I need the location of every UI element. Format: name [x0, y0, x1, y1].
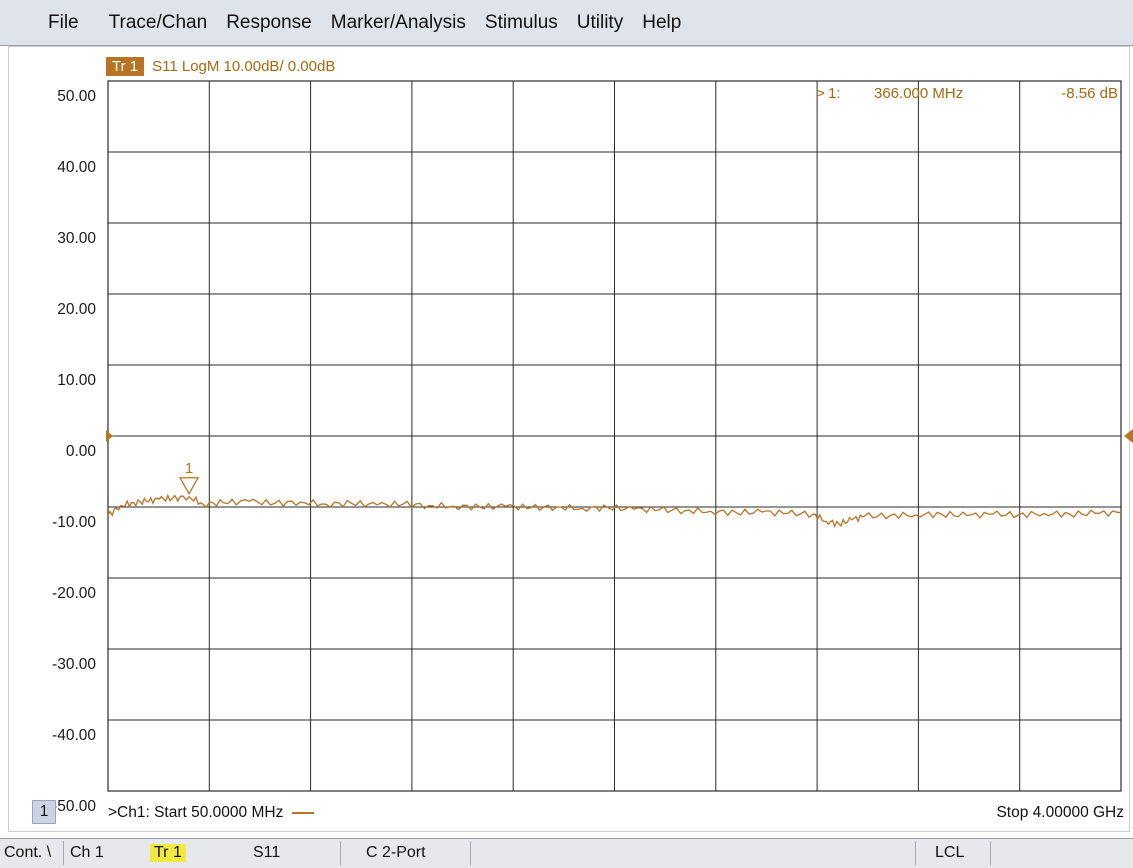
y-tick-label: -20.00	[52, 585, 96, 602]
reference-level-arrow-right	[1124, 429, 1133, 443]
y-tick-label: 10.00	[57, 372, 96, 389]
status-separator	[63, 841, 64, 865]
menu-utility[interactable]: Utility	[576, 11, 624, 33]
trace-s11-line	[107, 493, 1122, 529]
status-bar: Cont. \ Ch 1 Tr 1 S11 C 2-Port LCL	[0, 838, 1133, 868]
menu-help[interactable]: Help	[642, 11, 682, 33]
marker-readout-id: 1:	[828, 85, 841, 102]
y-tick-label: 40.00	[57, 159, 96, 176]
y-tick-label: -30.00	[52, 656, 96, 673]
marker-readout-arrow: >	[816, 85, 825, 102]
marker-1-label: 1	[185, 460, 193, 477]
channel-window	[8, 46, 1130, 832]
menu-trace-chan[interactable]: Trace/Chan	[108, 11, 208, 33]
marker-readout: > 1: 366.000 MHz -8.56 dB	[816, 85, 1120, 105]
trace-header[interactable]: Tr 1 S11 LogM 10.00dB/ 0.00dB	[106, 56, 335, 76]
menu-marker-analysis[interactable]: Marker/Analysis	[330, 11, 466, 33]
status-mode[interactable]: Cont. \	[4, 844, 52, 861]
start-frequency[interactable]: >Ch1: Start 50.0000 MHz	[108, 804, 314, 822]
trace-badge[interactable]: Tr 1	[106, 56, 145, 76]
start-frequency-label: >Ch1: Start 50.0000 MHz	[108, 804, 284, 821]
status-separator	[470, 841, 471, 865]
status-remote: LCL	[935, 844, 965, 861]
y-tick-label: -50.00	[52, 798, 96, 815]
channel-number-button[interactable]: 1	[32, 800, 56, 824]
menu-response[interactable]: Response	[226, 11, 312, 33]
trace-description: S11 LogM 10.00dB/ 0.00dB	[152, 57, 336, 75]
marker-1-triangle	[178, 477, 200, 496]
status-calibration[interactable]: C 2-Port	[366, 844, 426, 861]
y-tick-label: 30.00	[57, 230, 96, 247]
y-tick-label: 50.00	[57, 88, 96, 105]
y-tick-label: -40.00	[52, 727, 96, 744]
status-channel[interactable]: Ch 1	[70, 844, 104, 861]
stop-frequency[interactable]: Stop 4.00000 GHz	[996, 804, 1124, 821]
status-separator	[340, 841, 341, 865]
menu-bar: File Trace/Chan Response Marker/Analysis…	[0, 0, 1133, 46]
status-separator	[990, 841, 991, 865]
status-trace[interactable]: Tr 1	[150, 844, 186, 862]
y-tick-label: 20.00	[57, 301, 96, 318]
y-tick-label: 0.00	[65, 443, 96, 460]
marker-readout-value: -8.56 dB	[1061, 85, 1118, 102]
menu-stimulus[interactable]: Stimulus	[484, 11, 558, 33]
status-parameter[interactable]: S11	[253, 844, 281, 861]
channel-footer: 1 >Ch1: Start 50.0000 MHz Stop 4.00000 G…	[8, 800, 1130, 830]
trace-line-icon	[291, 811, 314, 814]
status-separator	[915, 841, 916, 865]
marker-readout-frequency: 366.000 MHz	[874, 85, 964, 102]
reference-level-arrow-left	[106, 430, 113, 442]
y-tick-label: -10.00	[52, 514, 96, 531]
menu-file[interactable]: File	[48, 11, 79, 33]
